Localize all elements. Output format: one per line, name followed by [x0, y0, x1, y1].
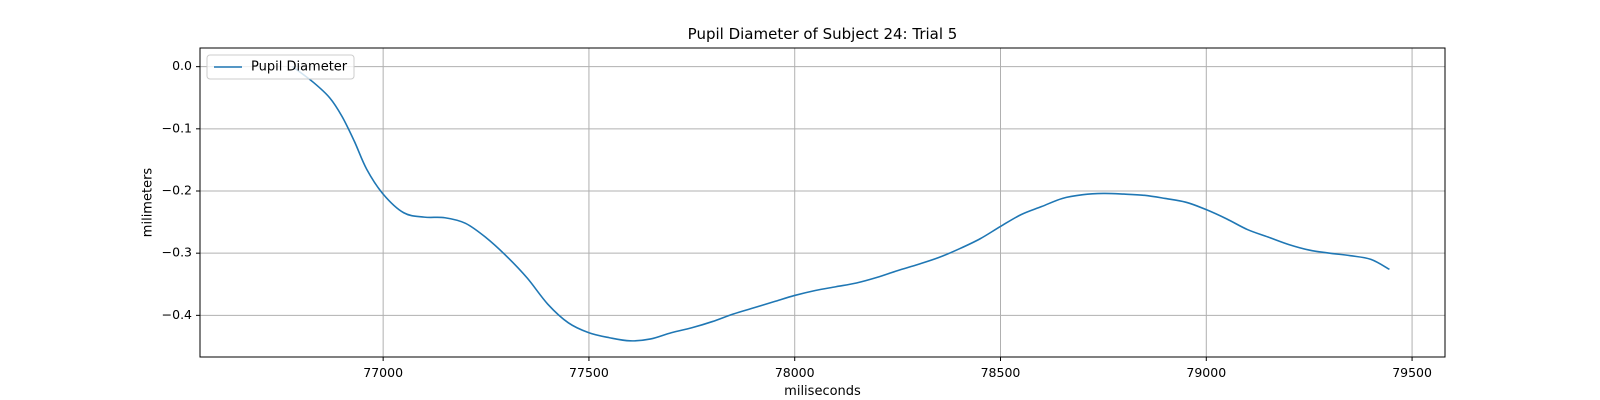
x-tick-label: 79000 — [1186, 365, 1226, 380]
plot-area-frame — [199, 47, 1446, 358]
legend-box — [206, 54, 355, 80]
x-tick-label: 77500 — [569, 365, 609, 380]
x-tick-label: 79500 — [1392, 365, 1432, 380]
legend-label: Pupil Diameter — [251, 60, 348, 75]
x-tick-label: 78500 — [981, 365, 1021, 380]
x-tick-label: 77000 — [363, 365, 403, 380]
x-axis-label: miliseconds — [784, 384, 861, 399]
plot-lines — [292, 66, 1390, 342]
x-tick-label: 78000 — [775, 365, 815, 380]
legend: Pupil Diameter — [206, 54, 355, 80]
y-tick-label: −0.2 — [162, 182, 192, 197]
grid-lines — [200, 48, 1445, 357]
y-tick-label: −0.1 — [162, 120, 192, 135]
y-tick-label: −0.4 — [162, 307, 192, 322]
chart-title: Pupil Diameter of Subject 24: Trial 5 — [688, 25, 958, 43]
y-tick-label: 0.0 — [172, 58, 192, 73]
series-line-pupil-diameter — [292, 66, 1390, 342]
axis-ticks: 77000 77500 78000 78500 79000 79500 0.0 −0.1 −0.… — [162, 58, 1432, 380]
y-tick-label: −0.3 — [162, 245, 192, 260]
y-axis-label: milimeters — [141, 168, 156, 238]
